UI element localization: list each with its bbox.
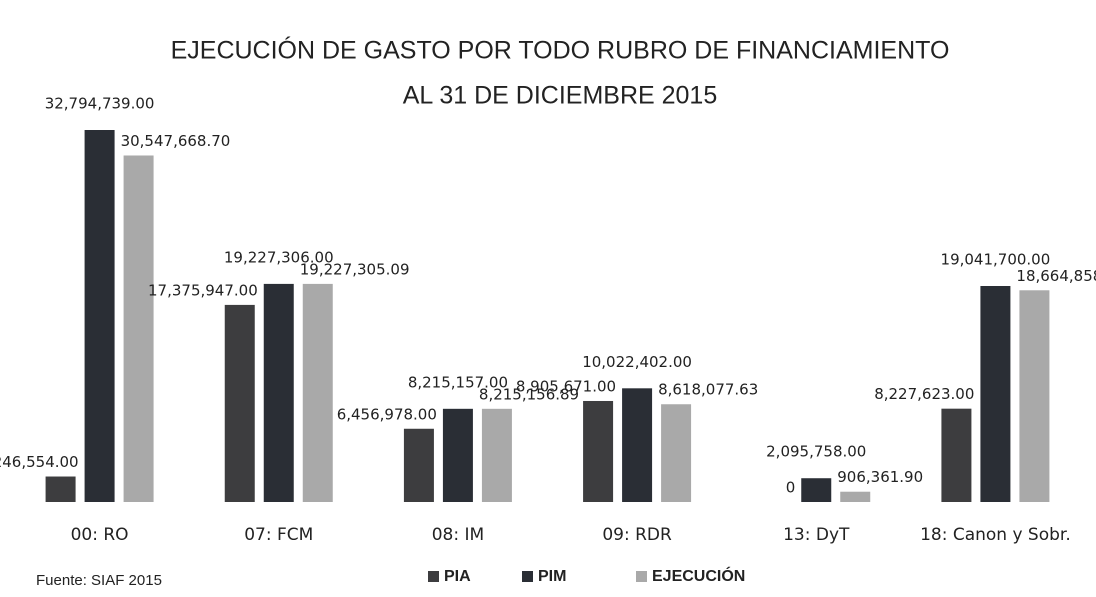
data-label: 8,618,077.63 [658,381,758,399]
bar [801,478,832,502]
bar [224,304,255,502]
data-label: 8,905,671.00 [516,377,616,395]
x-tick-label: 18: Canon y Sobr. [920,525,1071,545]
bar [583,400,614,502]
bar [45,476,76,502]
data-label: 10,022,402.00 [582,353,692,371]
bar [442,408,473,502]
chart-subtitle: AL 31 DE DICIEMBRE 2015 [403,82,718,110]
bar [302,283,333,502]
data-label: 30,547,668.70 [121,132,231,150]
bar [123,155,154,503]
source-note: Fuente: SIAF 2015 [36,572,162,589]
data-label: 8,215,157.00 [408,373,508,391]
bar [403,428,434,502]
data-label: 906,361.90 [837,468,923,486]
bar [481,408,512,502]
legend-swatch [428,571,439,582]
x-tick-label: 13: DyT [783,525,850,545]
bar [263,283,294,502]
bar [840,491,871,502]
x-tick-label: 09: RDR [602,525,672,545]
bar [661,404,692,502]
x-tick-label: 07: FCM [244,525,313,545]
data-label: 0 [786,479,796,497]
data-label: 2,095,758.00 [766,443,866,461]
data-label: 6,456,978.00 [337,405,437,423]
x-tick-label: 00: RO [71,525,129,545]
data-label: 17,375,947.00 [148,281,258,299]
bar [84,130,115,502]
x-tick-label: 08: IM [432,525,484,545]
bar [622,388,653,502]
data-label: 8,227,623.00 [874,385,974,403]
bar [980,286,1011,502]
bar [941,408,972,502]
legend-label: EJECUCIÓN [652,566,745,585]
data-label: 19,041,700.00 [941,251,1051,269]
data-label: 32,794,739.00 [45,95,155,113]
legend-swatch [636,571,647,582]
data-label: 2,246,554.00 [0,453,79,471]
bar [1019,290,1050,502]
legend-label: PIM [538,568,566,585]
legend-swatch [522,571,533,582]
legend-label: PIA [444,568,471,585]
data-label: 18,664,858.84 [1016,267,1096,285]
data-label: 19,227,306.00 [224,248,334,266]
chart-title: EJECUCIÓN DE GASTO POR TODO RUBRO DE FIN… [171,36,950,65]
data-label: 8,215,156.89 [479,385,579,403]
data-label: 19,227,305.09 [300,260,410,278]
